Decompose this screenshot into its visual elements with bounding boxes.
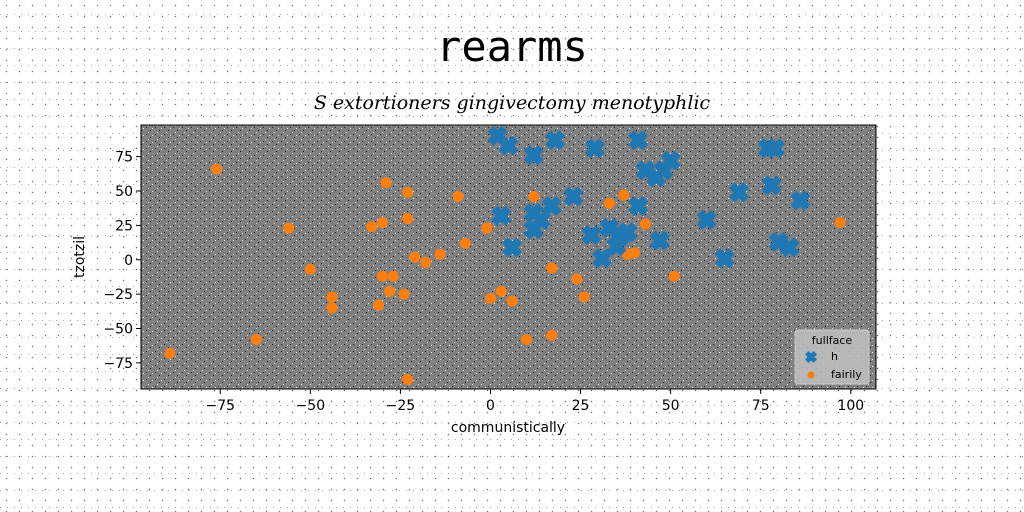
h-point bbox=[714, 248, 735, 269]
h-point bbox=[584, 138, 605, 159]
x-axis-label: communistically bbox=[451, 420, 565, 436]
x-tick-label: 50 bbox=[662, 398, 680, 414]
fairily-point bbox=[495, 285, 507, 297]
fairily-point bbox=[528, 191, 540, 202]
legend-title: fullface bbox=[812, 334, 853, 347]
h-point bbox=[628, 130, 649, 151]
fairily-point bbox=[571, 273, 583, 285]
h-point bbox=[765, 138, 786, 159]
h-point bbox=[541, 196, 562, 217]
h-point bbox=[761, 175, 782, 196]
fairily-point bbox=[380, 177, 392, 189]
fairily-point bbox=[668, 270, 680, 282]
legend-label-h: h bbox=[831, 350, 838, 363]
fairily-point bbox=[384, 285, 396, 297]
h-point bbox=[790, 190, 811, 211]
fairily-point bbox=[420, 257, 432, 268]
fairily-point bbox=[366, 221, 378, 233]
fairily-point bbox=[459, 237, 471, 249]
h-point bbox=[545, 130, 566, 151]
h-point bbox=[498, 135, 519, 156]
fairily-point bbox=[618, 189, 630, 201]
h-point bbox=[502, 237, 523, 258]
h-point bbox=[581, 225, 602, 245]
fairily-point bbox=[409, 251, 421, 263]
x-tick-label: 100 bbox=[837, 398, 864, 414]
fairily-point bbox=[484, 292, 496, 304]
x-axis: −75 −50 −25 0 25 50 75 100 bbox=[205, 389, 864, 414]
fairily-point bbox=[398, 288, 410, 300]
y-tick-label: 0 bbox=[124, 253, 133, 269]
fairily-point bbox=[402, 186, 414, 198]
fairily-point bbox=[629, 247, 641, 259]
fairily-point bbox=[373, 299, 385, 311]
legend-marker-h bbox=[805, 351, 817, 363]
h-point bbox=[649, 230, 670, 251]
fairily-point bbox=[506, 295, 518, 307]
x-tick-label: 75 bbox=[752, 398, 770, 414]
h-point bbox=[491, 205, 512, 226]
fairily-point bbox=[578, 291, 590, 303]
fairily-point bbox=[452, 191, 464, 202]
h-point bbox=[563, 186, 584, 207]
y-tick-label: −25 bbox=[103, 287, 133, 303]
plot-noise-texture bbox=[141, 125, 876, 389]
x-tick-label: 0 bbox=[486, 398, 495, 414]
fairily-point bbox=[326, 291, 338, 303]
h-point bbox=[628, 196, 649, 217]
chart-subtitle: S extortioners gingivectomy menotyphlic bbox=[313, 92, 711, 114]
fairily-point bbox=[834, 217, 846, 229]
h-point bbox=[696, 209, 717, 230]
fairily-point bbox=[402, 373, 414, 385]
h-point bbox=[523, 219, 544, 240]
y-axis: −75 −50 −25 0 25 50 75 bbox=[103, 150, 141, 372]
y-tick-label: 25 bbox=[115, 218, 133, 234]
fairily-point bbox=[376, 270, 388, 282]
y-tick-label: 50 bbox=[115, 184, 133, 200]
y-axis-label: tzotzil bbox=[72, 236, 88, 278]
fairily-point bbox=[164, 347, 176, 359]
fairily-point bbox=[376, 217, 388, 229]
h-point bbox=[606, 236, 627, 256]
x-tick-label: −75 bbox=[205, 398, 235, 414]
h-point bbox=[523, 145, 544, 166]
fairily-point bbox=[546, 329, 558, 341]
fairily-point bbox=[481, 222, 493, 234]
h-point bbox=[653, 160, 674, 181]
x-tick-label: −25 bbox=[386, 398, 416, 414]
h-point bbox=[779, 237, 800, 258]
fairily-point bbox=[387, 270, 399, 282]
fairily-point bbox=[326, 302, 338, 314]
y-tick-label: 75 bbox=[115, 150, 133, 166]
chart-title: rearms bbox=[436, 22, 588, 71]
fairily-point bbox=[639, 218, 651, 230]
legend: fullface h fairily bbox=[794, 329, 870, 385]
x-tick-label: −50 bbox=[296, 398, 326, 414]
x-tick-label: 25 bbox=[572, 398, 590, 414]
fairily-point bbox=[211, 163, 223, 175]
legend-label-fairily: fairily bbox=[831, 368, 862, 381]
h-point bbox=[592, 248, 613, 269]
fairily-point bbox=[546, 262, 558, 274]
y-tick-label: −50 bbox=[103, 322, 133, 338]
fairily-point bbox=[250, 334, 262, 345]
h-point bbox=[599, 218, 620, 239]
data-points bbox=[164, 126, 846, 385]
legend-box bbox=[794, 329, 870, 385]
fairily-point bbox=[603, 197, 615, 209]
fairily-point bbox=[402, 213, 414, 224]
fairily-point bbox=[283, 222, 295, 234]
legend-marker-fairily bbox=[807, 371, 815, 379]
plot-frame bbox=[140, 124, 877, 390]
fairily-point bbox=[304, 263, 316, 275]
h-point bbox=[729, 182, 750, 203]
fairily-point bbox=[521, 334, 533, 345]
fairily-point bbox=[434, 248, 446, 260]
y-tick-label: −75 bbox=[103, 356, 133, 372]
